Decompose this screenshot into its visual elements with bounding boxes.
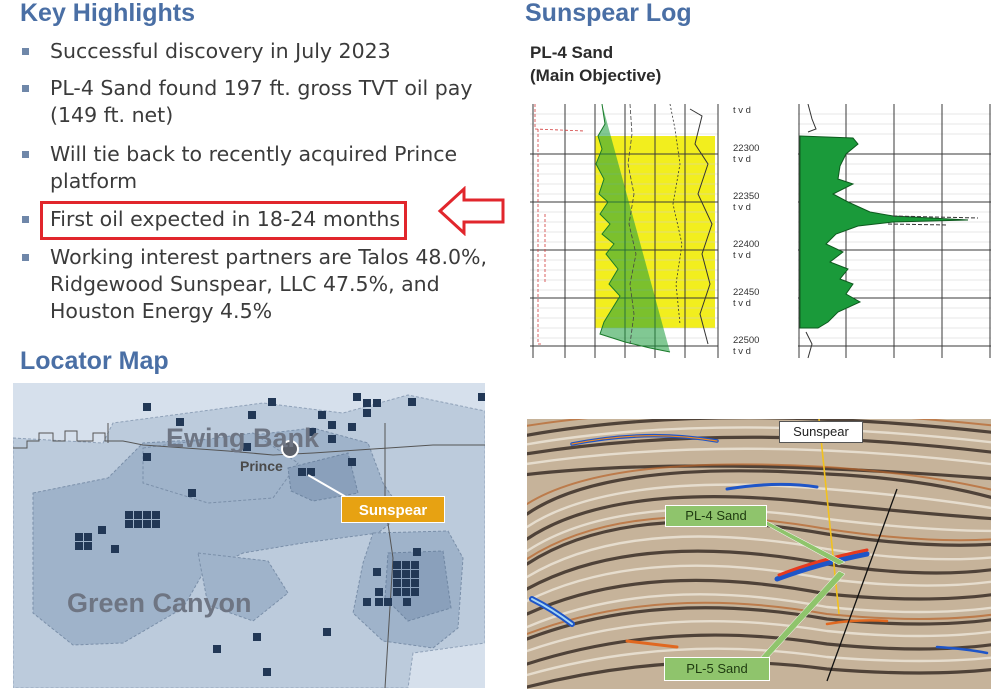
highlight-item-partners: Working interest partners are Talos 48.0… [22, 244, 492, 325]
sunspear-callout: Sunspear [341, 496, 445, 523]
depth-unit-label: t v d [733, 250, 751, 261]
sunspear-log-title: Sunspear Log [525, 0, 692, 27]
key-highlights-title: Key Highlights [20, 0, 196, 27]
highlight-item-oil-pay: PL-4 Sand found 197 ft. gross TVT oil pa… [22, 75, 492, 129]
map-label-prince: Prince [240, 458, 283, 474]
locator-map-title: Locator Map [20, 347, 169, 375]
log-subtitle-line1: PL-4 Sand [530, 43, 614, 62]
log-subtitle-line2: (Main Objective) [530, 66, 662, 85]
depth-unit-label: t v d [733, 346, 751, 357]
left-arrow-icon [437, 186, 505, 236]
locator-map: Ewing Bank Green Canyon Prince Sunspear [13, 383, 485, 688]
seismic-label-sunspear: Sunspear [779, 421, 863, 443]
map-label-green-canyon: Green Canyon [67, 588, 252, 618]
seismic-label-pl4-sand: PL-4 Sand [665, 505, 767, 527]
highlight-box [40, 201, 407, 240]
prince-platform-marker [281, 440, 299, 458]
highlight-item-discovery: Successful discovery in July 2023 [22, 38, 492, 65]
depth-unit-label: t v d [733, 298, 751, 309]
depth-label-22300: 22300 [733, 143, 759, 154]
depth-label-22500: 22500 [733, 335, 759, 346]
locator-map-graphic [13, 383, 485, 688]
depth-label-22450: 22450 [733, 287, 759, 298]
depth-unit-label-top: t v d [733, 105, 751, 116]
depth-label-22350: 22350 [733, 191, 759, 202]
log-subtitle: PL-4 Sand (Main Objective) [530, 41, 661, 87]
highlight-item-first-oil: First oil expected in 18-24 months [22, 206, 492, 233]
highlights-list: Successful discovery in July 2023 PL-4 S… [22, 38, 492, 325]
log-depth-axis: t v d 22300 t v d 22350 t v d 22400 t v … [733, 105, 759, 357]
seismic-label-pl5-sand: PL-5 Sand [664, 657, 770, 681]
log-track-right [798, 104, 991, 359]
depth-unit-label: t v d [733, 202, 751, 213]
highlight-item-tie-back: Will tie back to recently acquired Princ… [22, 141, 492, 195]
well-log-chart: t v d 22300 t v d 22350 t v d 22400 t v … [530, 104, 991, 359]
depth-label-22400: 22400 [733, 239, 759, 250]
seismic-image [527, 419, 991, 689]
log-track-left [530, 104, 719, 358]
depth-unit-label: t v d [733, 154, 751, 165]
map-label-ewing-bank: Ewing Bank [166, 423, 320, 453]
seismic-section: Sunspear PL-4 Sand PL-5 Sand [527, 419, 991, 689]
